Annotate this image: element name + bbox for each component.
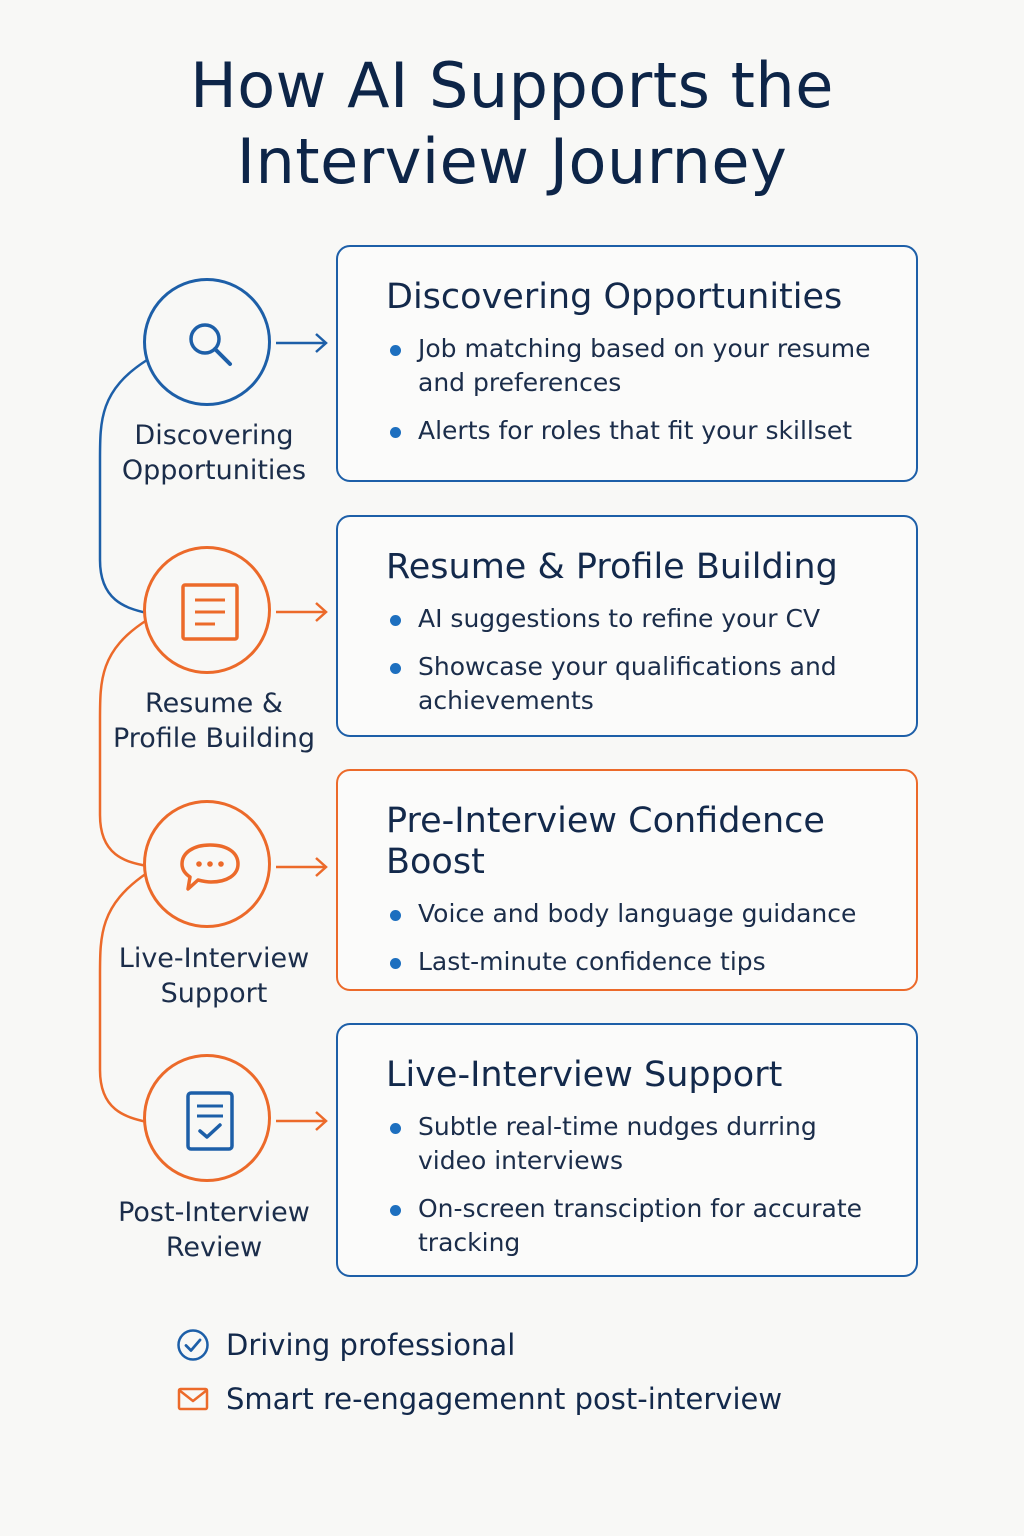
card-3-bullet-2-text: Last-minute confidence tips [418, 947, 766, 976]
step-3-circle [143, 800, 271, 928]
envelope-icon [177, 1387, 209, 1411]
chat-bubble-icon [180, 843, 240, 891]
card-3-title: Pre-Interview Confidence Boost [386, 801, 825, 882]
card-2-bullet-1-text: AI suggestions to refine your CV [418, 604, 821, 633]
card-live-interview-support: Live-Interview Support Subtle real-time … [336, 1023, 918, 1277]
card-4-bullets: Subtle real-time nudges durring video in… [386, 1110, 876, 1260]
card-discovering-opportunities: Discovering Opportunities Job matching b… [336, 245, 918, 482]
step-3-label-line-2: Support [160, 978, 268, 1009]
card-3-bullet-1: Voice and body language guidance [386, 897, 876, 931]
check-circle-icon [177, 1329, 209, 1361]
step-1-arrow-icon [276, 333, 328, 353]
bullet-dot-icon [390, 1123, 401, 1134]
step-2-label: Resume & Profile Building [96, 686, 332, 756]
connector-step3-step4 [98, 871, 148, 1124]
connector-step2-step3 [98, 618, 148, 868]
bullet-dot-icon [390, 615, 401, 626]
step-4-label: Post-Interview Review [96, 1195, 332, 1265]
step-4-label-line-1: Post-Interview [118, 1197, 310, 1228]
bullet-dot-icon [390, 427, 401, 438]
card-4-bullet-2-text: On-screen transciption for accurate trac… [418, 1194, 863, 1257]
checklist-icon [186, 1091, 234, 1151]
step-4-arrow-icon [276, 1111, 328, 1131]
bullet-dot-icon [390, 663, 401, 674]
card-1-bullets: Job matching based on your resume and pr… [386, 332, 876, 448]
card-3-bullet-1-text: Voice and body language guidance [418, 899, 857, 928]
card-resume-profile-building: Resume & Profile Building AI suggestions… [336, 515, 918, 737]
step-3-arrow-icon [276, 857, 328, 877]
card-2-bullet-2-text: Showcase your qualifications and achieve… [418, 652, 837, 715]
step-2-arrow-icon [276, 602, 328, 622]
step-2-label-line-1: Resume & [145, 688, 283, 719]
card-1-bullet-1-text: Job matching based on your resume and pr… [418, 334, 871, 397]
page-title-line-2: Interview Journey [236, 125, 788, 198]
step-3-label: Live-Interview Support [96, 941, 332, 1011]
card-1-title: Discovering Opportunities [386, 277, 843, 317]
step-2-label-line-2: Profile Building [112, 723, 316, 754]
document-icon [181, 583, 239, 641]
step-3-label-line-1: Live-Interview [118, 943, 310, 974]
card-4-bullet-2: On-screen transciption for accurate trac… [386, 1192, 876, 1260]
card-1-bullet-1: Job matching based on your resume and pr… [386, 332, 876, 400]
step-1-label-line-2: Opportunities [121, 455, 307, 486]
footer-item-driving-professional: Driving professional [176, 1325, 515, 1365]
card-2-title: Resume & Profile Building [386, 547, 838, 587]
card-1-bullet-2: Alerts for roles that fit your skillset [386, 414, 876, 448]
card-4-bullet-1: Subtle real-time nudges durring video in… [386, 1110, 876, 1178]
magnifier-icon [189, 323, 232, 366]
step-1-label: Discovering Opportunities [96, 418, 332, 488]
connector-step1-step2 [98, 358, 148, 615]
card-4-title: Live-Interview Support [386, 1055, 783, 1095]
bullet-dot-icon [390, 345, 401, 356]
page-title-line-1: How AI Supports the [190, 49, 834, 122]
card-2-bullets: AI suggestions to refine your CV Showcas… [386, 602, 876, 718]
footer-item-smart-re-engagement: Smart re-engagemennt post-interview [176, 1379, 782, 1419]
card-2-bullet-2: Showcase your qualifications and achieve… [386, 650, 876, 718]
card-pre-interview-confidence-boost: Pre-Interview Confidence Boost Voice and… [336, 769, 918, 991]
step-4-circle [143, 1054, 271, 1182]
footer-item-2-text: Smart re-engagemennt post-interview [226, 1382, 783, 1416]
card-4-bullet-1-text: Subtle real-time nudges durring video in… [418, 1112, 817, 1175]
bullet-dot-icon [390, 1205, 401, 1216]
footer-item-1-text: Driving professional [226, 1328, 516, 1362]
step-1-label-line-1: Discovering [134, 420, 294, 451]
card-3-bullets: Voice and body language guidance Last-mi… [386, 897, 876, 979]
bullet-dot-icon [390, 958, 401, 969]
step-1-circle [143, 278, 271, 406]
card-2-bullet-1: AI suggestions to refine your CV [386, 602, 876, 636]
page-title: How AI Supports the Interview Journey [0, 48, 1024, 200]
card-1-bullet-2-text: Alerts for roles that fit your skillset [418, 416, 853, 445]
bullet-dot-icon [390, 910, 401, 921]
step-2-circle [143, 546, 271, 674]
card-3-bullet-2: Last-minute confidence tips [386, 945, 876, 979]
step-4-label-line-2: Review [165, 1232, 263, 1263]
